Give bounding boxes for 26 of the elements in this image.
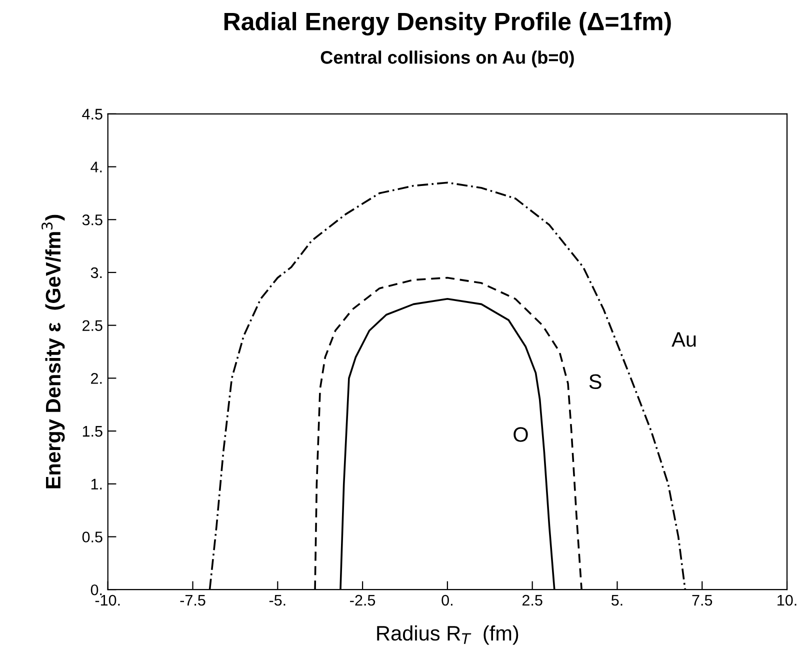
x-tick-label: 0.	[442, 594, 452, 606]
x-tick-label: 10.	[778, 594, 796, 606]
x-tick-label: -7.5	[180, 595, 206, 606]
y-tick-label: 0.5	[82, 532, 102, 542]
chart-title: Radial Energy Density Profile (Δ=1fm)	[224, 12, 671, 36]
x-tick-label: -5.	[269, 595, 286, 606]
y-tick-label: 2.5	[82, 320, 102, 332]
text: Au	[672, 332, 696, 347]
x-axis-title: Radius R$_{T}$ (fm)	[377, 625, 518, 645]
y-tick-label: 1.5	[82, 426, 102, 437]
y-axis-title: Energy Density ε (GeV/fm$^{3}$)	[42, 214, 65, 488]
y-tick-label: 2.	[91, 373, 102, 384]
chart-subtitle: Central collisions on Au (b=0)	[320, 50, 574, 68]
y-tick-label: 3.5	[82, 214, 102, 226]
x-tick-label: 5.	[611, 595, 622, 606]
series-label: O	[514, 427, 528, 442]
y-tick-label: 4.	[90, 162, 102, 172]
y-tick-label: 4.5	[82, 108, 102, 120]
y-tick-label: 1.	[91, 478, 102, 490]
y-tick-label: 0.	[90, 584, 102, 596]
x-tick-label: -10.	[95, 594, 120, 606]
x-tick-label: -2.5	[350, 594, 376, 606]
y-tick-label: 3.	[90, 267, 102, 278]
x-tick-label: 7.5	[692, 595, 712, 606]
series-label: S	[589, 374, 602, 390]
x-tick-label: 2.5	[522, 594, 542, 606]
